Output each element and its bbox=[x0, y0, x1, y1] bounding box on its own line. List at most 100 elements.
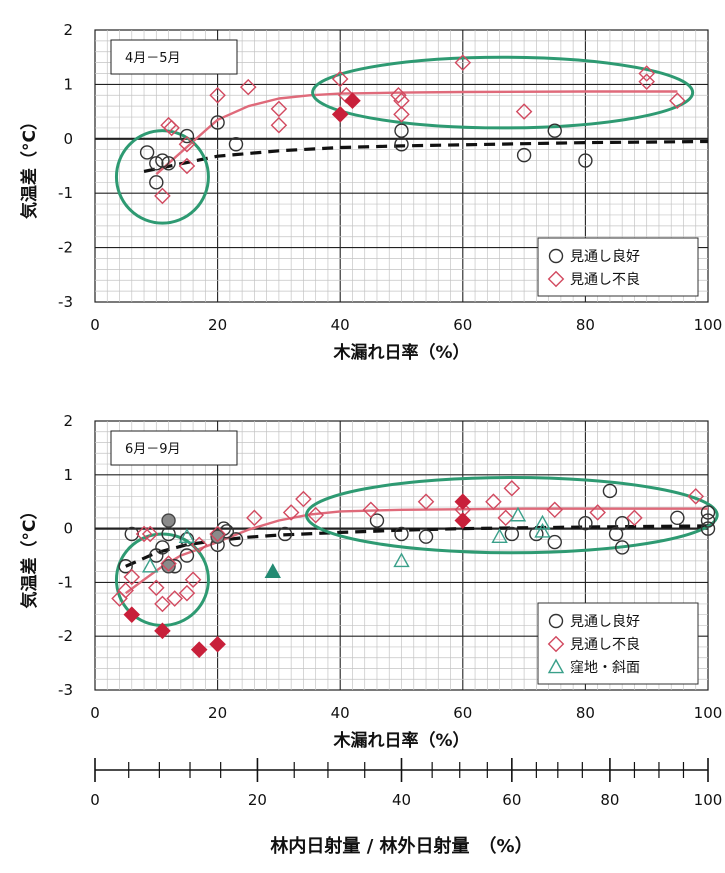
y-tick-label: -3 bbox=[58, 681, 73, 699]
series-circle bbox=[139, 115, 593, 190]
data-point bbox=[155, 153, 170, 168]
y-tick-label: -2 bbox=[58, 239, 73, 257]
secondary-tick-label: 80 bbox=[600, 791, 619, 809]
data-point bbox=[148, 579, 165, 597]
data-point bbox=[141, 557, 159, 573]
data-point bbox=[516, 147, 532, 163]
y-axis-title: 気温差（°C） bbox=[19, 113, 40, 220]
data-point bbox=[504, 526, 520, 542]
highlight-ellipse bbox=[304, 475, 719, 555]
data-point bbox=[209, 86, 226, 104]
data-point bbox=[135, 525, 153, 543]
data-point bbox=[179, 128, 195, 144]
secondary-axis-ticks: 0 20 40 60 80 100 bbox=[90, 758, 722, 809]
data-point bbox=[149, 156, 164, 171]
data-point bbox=[454, 54, 472, 71]
data-point bbox=[626, 509, 643, 527]
data-point bbox=[163, 119, 180, 137]
secondary-axis-title: 林内日射量 / 林外日射量 （%） bbox=[270, 835, 532, 857]
data-point bbox=[669, 92, 686, 110]
y-axis-title: 気温差（°C） bbox=[19, 503, 40, 610]
data-point bbox=[179, 532, 195, 547]
data-point bbox=[277, 526, 293, 542]
series-diamond-filled bbox=[123, 493, 472, 658]
series-triangle bbox=[141, 506, 551, 573]
data-point bbox=[578, 516, 593, 531]
data-point bbox=[700, 513, 716, 528]
data-point bbox=[210, 529, 225, 544]
period-label: 4月－5月 bbox=[125, 51, 181, 66]
data-point bbox=[503, 479, 521, 497]
legend-marker bbox=[547, 635, 565, 653]
secondary-tick-label: 60 bbox=[502, 791, 521, 809]
data-point bbox=[178, 135, 196, 153]
data-point bbox=[149, 175, 164, 190]
secondary-tick-label: 20 bbox=[248, 791, 267, 809]
data-point bbox=[485, 493, 502, 510]
fit-line-good-visibility bbox=[125, 524, 709, 568]
data-point bbox=[184, 571, 202, 588]
data-point bbox=[178, 584, 196, 602]
x-axis-title: 木漏れ日率（%） bbox=[332, 342, 469, 363]
data-point bbox=[178, 157, 196, 175]
data-point bbox=[602, 483, 618, 499]
legend-label: 見通し良好 bbox=[570, 614, 640, 630]
data-point bbox=[638, 73, 655, 90]
data-point bbox=[393, 552, 410, 568]
data-point bbox=[614, 540, 630, 555]
legend-label: 見通し良好 bbox=[570, 249, 640, 265]
legend-marker bbox=[548, 248, 564, 264]
data-point bbox=[282, 504, 300, 521]
y-tick-label: -1 bbox=[58, 184, 73, 202]
data-point bbox=[178, 528, 196, 543]
data-point bbox=[117, 582, 134, 599]
x-tick-label: 40 bbox=[331, 316, 350, 334]
x-tick-label: 100 bbox=[694, 704, 723, 722]
x-tick-label: 0 bbox=[90, 316, 100, 334]
data-point bbox=[166, 590, 183, 607]
highlight-ellipse bbox=[311, 55, 695, 130]
series-triangle-filled bbox=[264, 563, 281, 578]
x-tick-label: 80 bbox=[576, 316, 595, 334]
tick-labels: 0 20 40 60 80 100 2 1 0 -1 -2 -3 bbox=[58, 412, 722, 722]
period-label-box bbox=[110, 430, 238, 466]
data-point bbox=[160, 555, 177, 572]
data-point bbox=[154, 187, 171, 205]
y-tick-label: -3 bbox=[58, 293, 73, 311]
data-point bbox=[307, 506, 324, 524]
fit-line-poor-visibility bbox=[155, 90, 678, 176]
data-point bbox=[228, 532, 244, 547]
data-point bbox=[394, 137, 409, 152]
x-tick-label: 40 bbox=[331, 704, 350, 722]
secondary-tick-label: 100 bbox=[694, 791, 723, 809]
series-circle-filled bbox=[161, 513, 225, 574]
x-tick-label: 80 bbox=[576, 704, 595, 722]
data-point bbox=[614, 516, 630, 531]
data-point bbox=[123, 568, 141, 586]
data-point bbox=[589, 504, 606, 521]
data-point bbox=[454, 512, 472, 529]
data-point bbox=[295, 490, 312, 508]
x-tick-label: 0 bbox=[90, 704, 100, 722]
data-point bbox=[155, 540, 170, 555]
series-diamond-filled bbox=[331, 92, 361, 123]
data-point bbox=[154, 595, 171, 613]
data-point bbox=[141, 525, 159, 543]
x-tick-label: 60 bbox=[453, 316, 472, 334]
legend-label: 窪地・斜面 bbox=[570, 659, 640, 676]
data-point bbox=[190, 641, 208, 658]
data-point bbox=[239, 78, 257, 96]
data-point bbox=[509, 506, 527, 522]
data-point bbox=[246, 509, 263, 527]
data-point bbox=[124, 526, 139, 542]
legend-box bbox=[537, 237, 699, 297]
data-point bbox=[670, 510, 685, 526]
fit-lines bbox=[143, 90, 709, 176]
data-point bbox=[454, 493, 472, 510]
data-point bbox=[161, 513, 176, 528]
secondary-tick-label: 0 bbox=[90, 791, 100, 809]
